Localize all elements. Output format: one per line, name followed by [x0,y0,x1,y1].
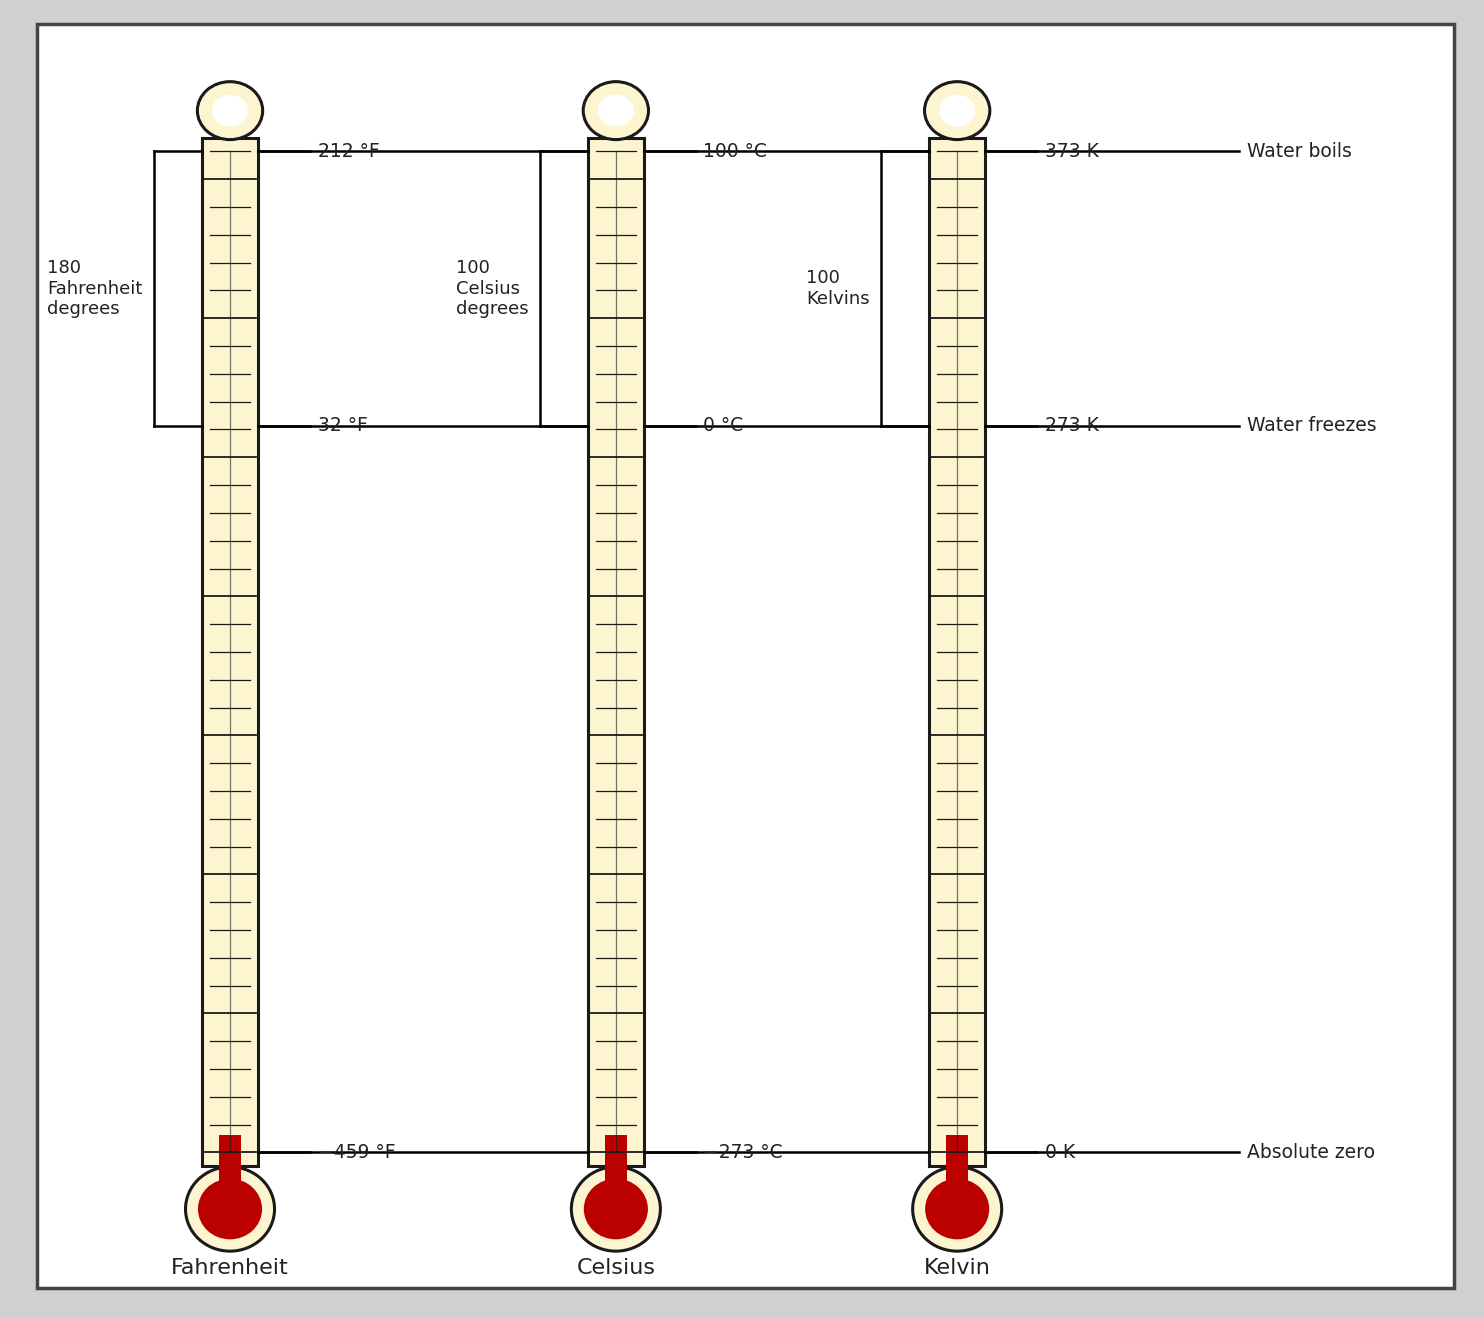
Bar [605,1135,626,1209]
Bar [220,1135,240,1209]
Bar [929,138,985,1166]
Ellipse shape [925,1179,990,1239]
Circle shape [925,82,990,140]
Text: −273 °C: −273 °C [703,1143,784,1162]
Circle shape [598,95,634,126]
Text: −459 °F: −459 °F [318,1143,395,1162]
Text: Water freezes: Water freezes [1247,416,1376,435]
Ellipse shape [913,1167,1002,1251]
Ellipse shape [571,1167,660,1251]
Bar [588,138,644,1166]
Circle shape [583,82,649,140]
Text: Kelvin: Kelvin [923,1258,991,1279]
Text: Water boils: Water boils [1247,142,1352,161]
Text: 100
Kelvins: 100 Kelvins [806,269,870,308]
Text: Absolute zero: Absolute zero [1247,1143,1374,1162]
Text: 273 K: 273 K [1045,416,1098,435]
Ellipse shape [197,1179,263,1239]
Text: Celsius: Celsius [576,1258,656,1279]
Text: 32 °F: 32 °F [318,416,368,435]
Text: 373 K: 373 K [1045,142,1098,161]
Text: Fahrenheit: Fahrenheit [171,1258,289,1279]
Text: 100
Celsius
degrees: 100 Celsius degrees [456,258,528,319]
Ellipse shape [583,1179,649,1239]
Bar [947,1135,968,1209]
Bar [202,138,258,1166]
Text: 100 °C: 100 °C [703,142,767,161]
Text: 212 °F: 212 °F [318,142,380,161]
Text: 180
Fahrenheit
degrees: 180 Fahrenheit degrees [47,258,142,319]
Circle shape [197,82,263,140]
Circle shape [212,95,248,126]
Text: 0 K: 0 K [1045,1143,1074,1162]
Circle shape [939,95,975,126]
Text: 0 °C: 0 °C [703,416,743,435]
Ellipse shape [186,1167,275,1251]
